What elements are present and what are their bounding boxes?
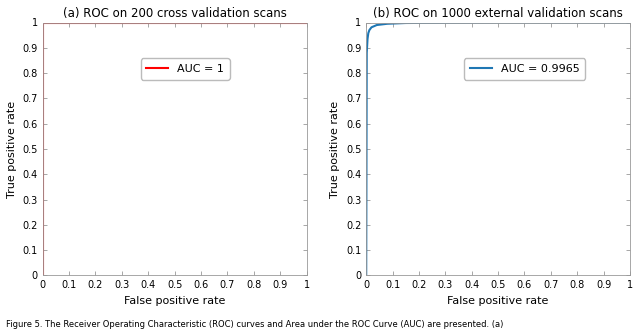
Y-axis label: True positive rate: True positive rate (330, 100, 340, 198)
Legend: AUC = 1: AUC = 1 (141, 58, 230, 79)
Legend: AUC = 0.9965: AUC = 0.9965 (464, 58, 585, 79)
X-axis label: False positive rate: False positive rate (124, 296, 225, 306)
Y-axis label: True positive rate: True positive rate (7, 100, 17, 198)
Title: (b) ROC on 1000 external validation scans: (b) ROC on 1000 external validation scan… (373, 7, 623, 20)
Text: Figure 5. The Receiver Operating Characteristic (ROC) curves and Area under the : Figure 5. The Receiver Operating Charact… (6, 320, 504, 329)
X-axis label: False positive rate: False positive rate (447, 296, 548, 306)
Title: (a) ROC on 200 cross validation scans: (a) ROC on 200 cross validation scans (63, 7, 287, 20)
